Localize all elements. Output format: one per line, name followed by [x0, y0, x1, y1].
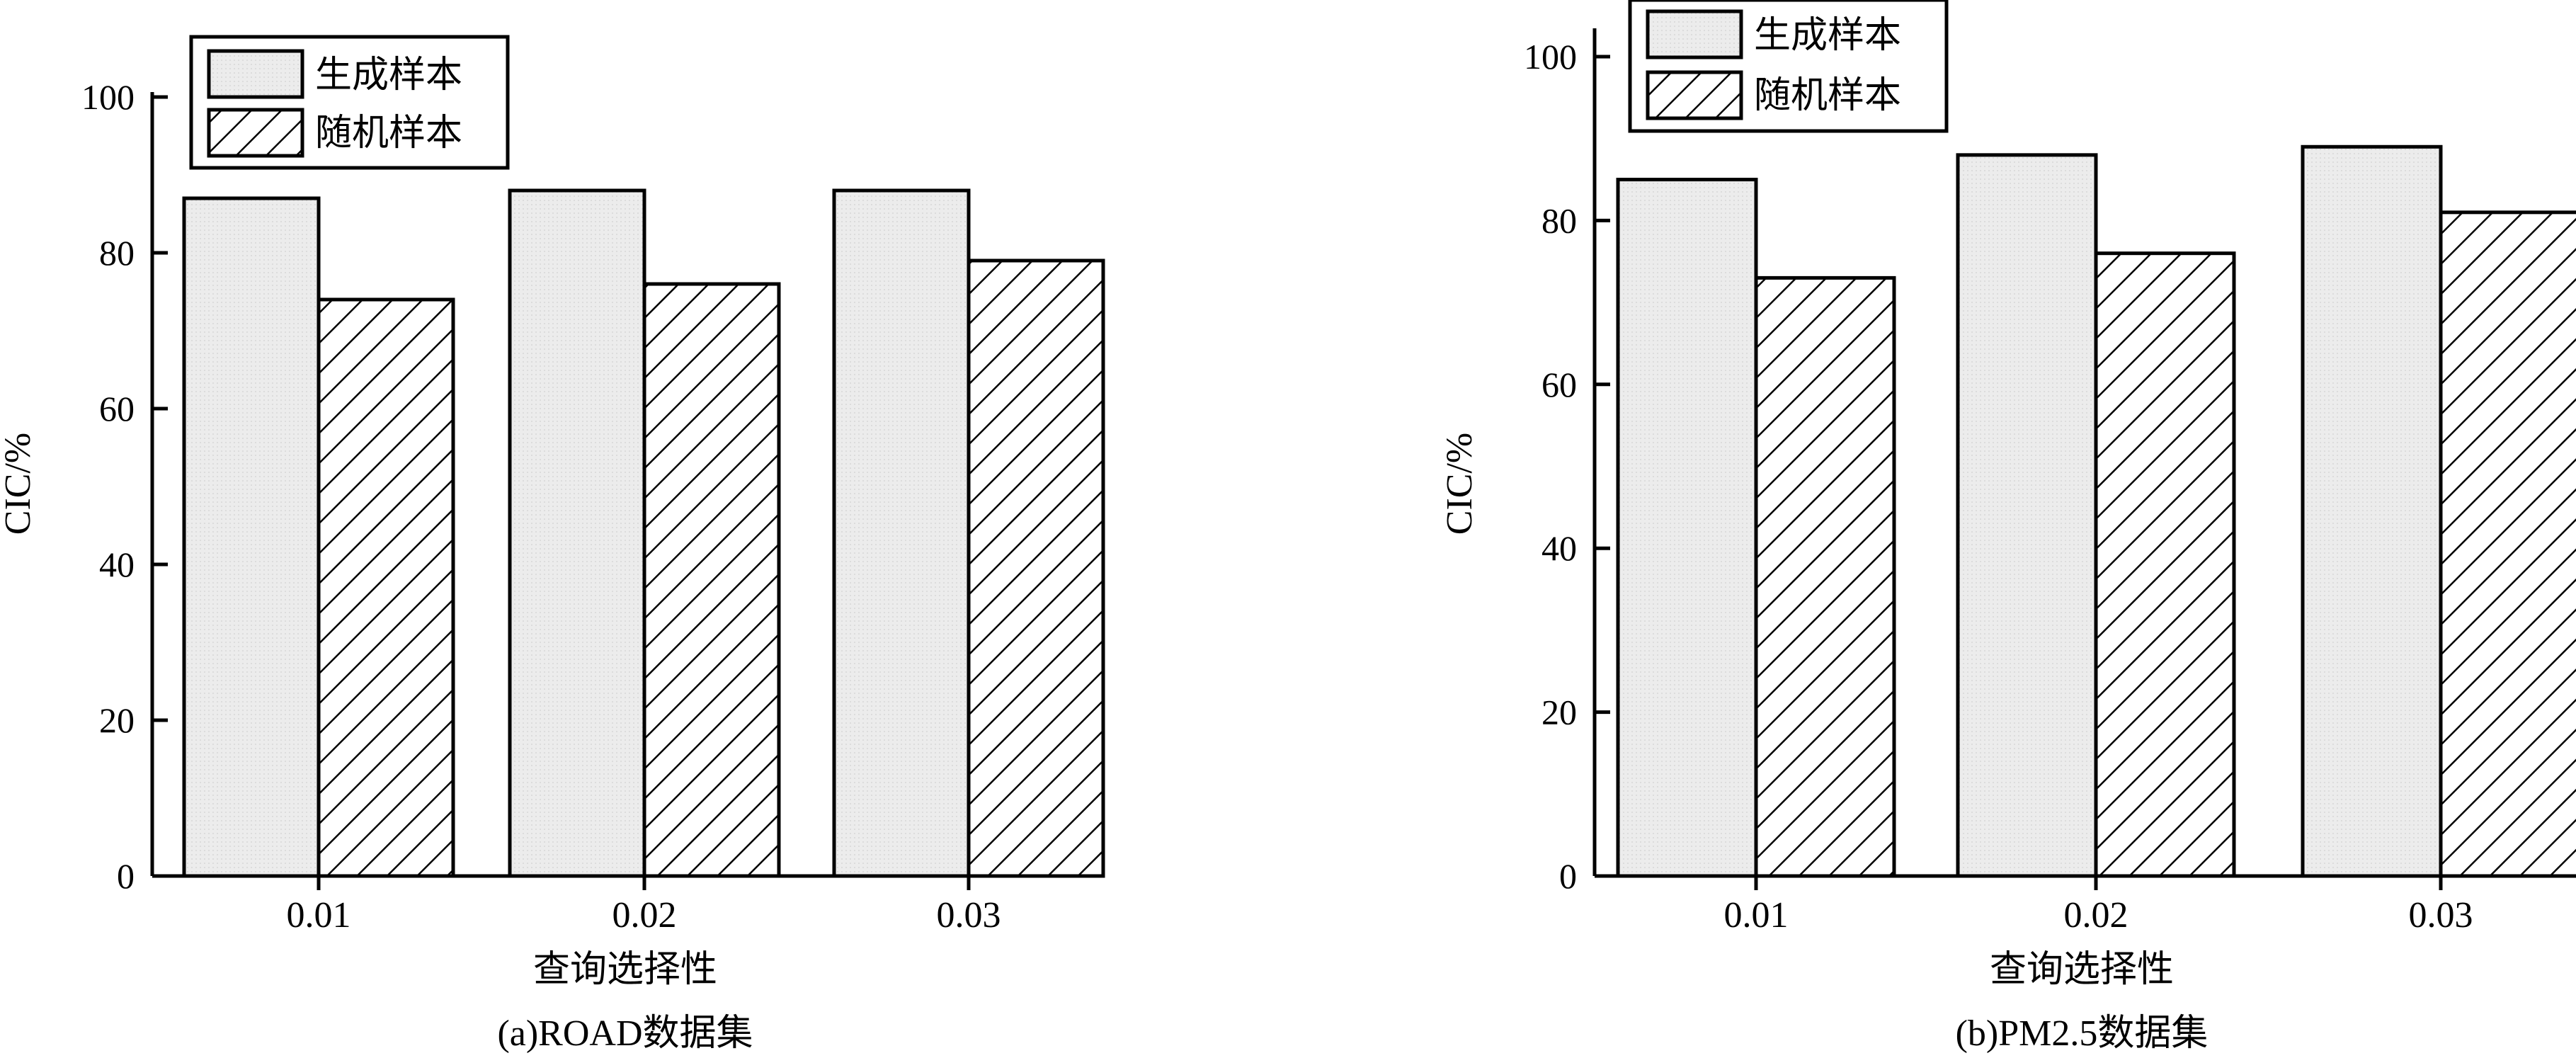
- chart-a-legend-label-generated: 生成样本: [315, 54, 462, 96]
- chart-b-xtick-label: 0.02: [2064, 895, 2128, 935]
- chart-b: 0 20 40 60 80 100 0.01 0.02 0.03 CIC/% 查询选择性 (b…: [1440, 0, 2576, 1054]
- chart-a-yticks: 0 20 40 60 80 100: [81, 77, 168, 896]
- chart-a-caption: (a)ROAD数据集: [497, 1013, 753, 1054]
- chart-b-xtick-label: 0.03: [2409, 895, 2473, 935]
- chart-a-x-axis-label: 查询选择性: [533, 948, 717, 991]
- chart-b-ytick-label: 40: [1541, 528, 1577, 568]
- chart-a-legend-swatch-random: [207, 108, 304, 158]
- chart-a-legend-label-random: 随机样本: [315, 112, 462, 154]
- chart-b-y-axis-label: CIC/%: [1440, 433, 1480, 535]
- chart-a-legend-swatch-generated: [207, 49, 304, 99]
- chart-a-bar-generated-0.03: [832, 188, 971, 878]
- chart-b-legend-swatch-random: [1646, 70, 1743, 120]
- chart-b-ytick-label: 60: [1541, 365, 1577, 404]
- chart-b-xtick-label: 0.01: [1724, 895, 1789, 935]
- chart-a-ytick-label: 0: [117, 856, 135, 896]
- chart-a-xtick-label: 0.01: [287, 895, 351, 935]
- chart-a-ytick-label: 60: [99, 389, 135, 428]
- chart-a-ytick-label: 40: [99, 545, 135, 584]
- chart-a-xtick-label: 0.03: [937, 895, 1001, 935]
- chart-a-legend: 生成样本 随机样本: [189, 35, 510, 170]
- chart-a-bar-random-0.01: [317, 297, 455, 878]
- chart-a-bar-generated-0.01: [182, 196, 321, 878]
- chart-b-bar-generated-0.02: [1956, 153, 2098, 878]
- chart-b-ytick-label: 100: [1524, 37, 1577, 76]
- chart-b-legend-label-random: 随机样本: [1754, 74, 1901, 117]
- chart-b-bar-generated-0.01: [1616, 178, 1758, 878]
- chart-b-yticks: 0 20 40 60 80 100: [1524, 37, 1610, 896]
- chart-b-xticks: 0.01 0.02 0.03: [1724, 876, 2473, 935]
- chart-b-caption: (b)PM2.5数据集: [1956, 1013, 2209, 1054]
- chart-a: 0 20 40 60 80 100 0.01 0.02 0.03 CIC/% 查询选择性 (a…: [0, 35, 1105, 1054]
- chart-b-ytick-label: 80: [1541, 200, 1577, 240]
- chart-a-bars: [182, 188, 1105, 878]
- chart-b-bar-random-0.02: [2094, 251, 2236, 878]
- chart-a-bar-random-0.03: [967, 258, 1105, 878]
- chart-a-bar-generated-0.02: [508, 188, 646, 878]
- chart-b-bar-random-0.03: [2439, 210, 2576, 878]
- chart-b-ytick-label: 0: [1559, 856, 1577, 896]
- chart-a-xticks: 0.01 0.02 0.03: [287, 876, 1001, 935]
- chart-b-bar-random-0.01: [1754, 275, 1896, 878]
- chart-b-legend: 生成样本 随机样本: [1628, 0, 1949, 133]
- chart-b-bar-generated-0.03: [2301, 144, 2443, 878]
- chart-a-ytick-label: 80: [99, 233, 135, 273]
- chart-b-legend-label-generated: 生成样本: [1754, 14, 1901, 57]
- chart-b-bars: [1616, 144, 2576, 878]
- chart-a-bar-random-0.02: [642, 282, 781, 878]
- chart-a-y-axis-label: CIC/%: [0, 433, 38, 535]
- chart-b-ytick-label: 20: [1541, 693, 1577, 732]
- chart-a-ytick-label: 100: [81, 77, 135, 117]
- chart-b-legend-swatch-generated: [1646, 9, 1743, 59]
- chart-b-x-axis-label: 查询选择性: [1990, 948, 2174, 991]
- chart-a-xtick-label: 0.02: [612, 895, 677, 935]
- chart-a-ytick-label: 20: [99, 700, 135, 740]
